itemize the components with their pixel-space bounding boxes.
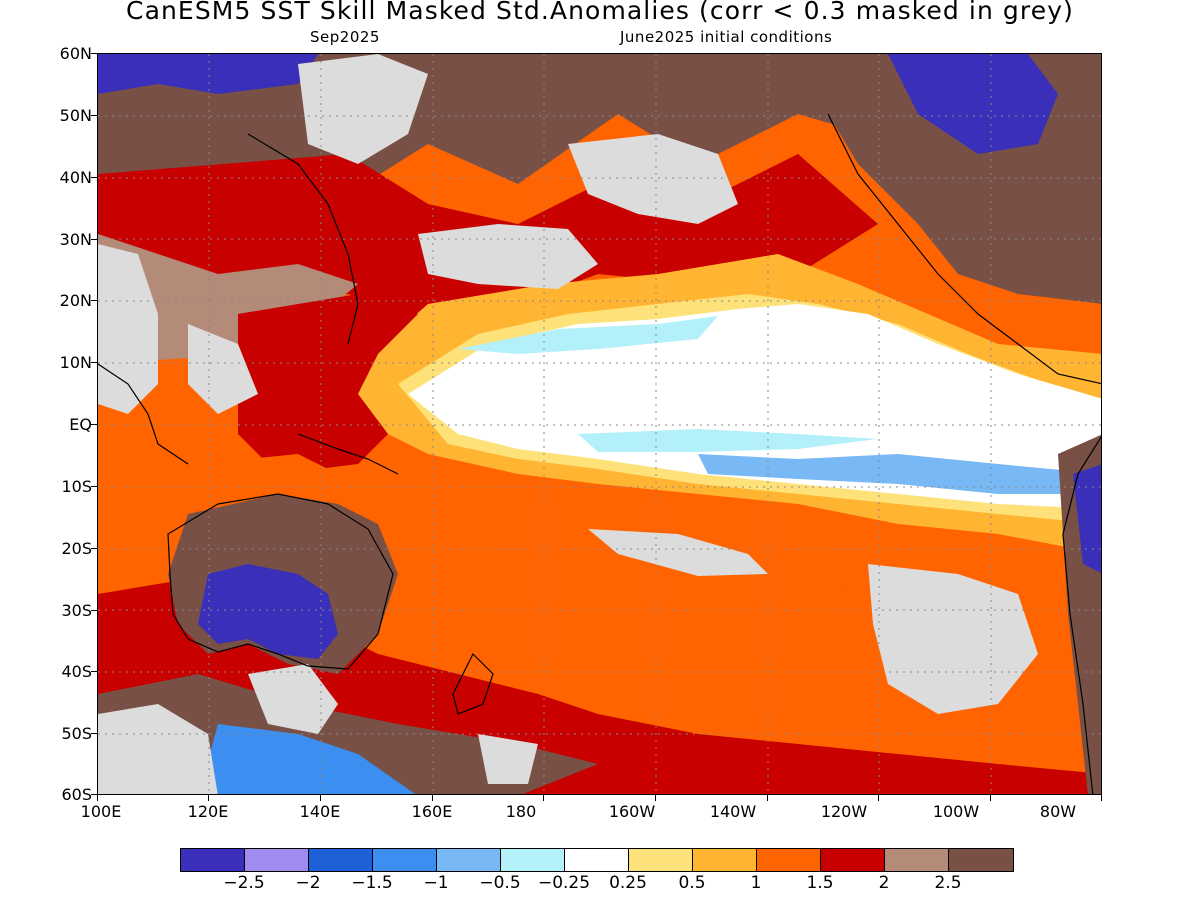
- x-tick-label: 120E: [187, 802, 229, 821]
- color-scale-swatch: [693, 849, 757, 871]
- y-tickmark: [91, 424, 97, 425]
- y-tickmark: [91, 53, 97, 54]
- color-scale-label: 0.25: [609, 873, 647, 893]
- color-scale-label: 2.5: [934, 873, 962, 893]
- color-scale-label: 1: [750, 873, 762, 893]
- field-southern-ocean-blue: [198, 724, 416, 794]
- y-tickmark: [91, 671, 97, 672]
- mask-philippines: [188, 324, 258, 414]
- color-scale-label: 0.5: [678, 873, 706, 893]
- y-tick-label: 50S: [61, 724, 92, 743]
- color-scale-swatch: [309, 849, 373, 871]
- y-tickmark: [91, 610, 97, 611]
- color-scale-label: −0.5: [479, 873, 521, 893]
- mask-japan-sea: [298, 54, 428, 164]
- south-america-blue: [1073, 464, 1101, 573]
- mask-southeast-pacific: [868, 564, 1038, 714]
- initial-conditions-label: June2025 initial conditions: [620, 28, 833, 46]
- color-scale-swatch: [181, 849, 245, 871]
- y-tickmark: [91, 733, 97, 734]
- x-tick-label: 160W: [608, 802, 656, 821]
- color-scale-swatch: [373, 849, 437, 871]
- y-tickmark: [91, 794, 97, 795]
- x-tick-label: 140W: [709, 802, 757, 821]
- y-tick-label: 20N: [59, 291, 92, 310]
- field-cyan-north-stripe: [458, 316, 718, 354]
- x-tick-label: 80W: [1039, 802, 1077, 821]
- color-scale-bar: [180, 848, 1014, 872]
- australia-blue-anomaly: [198, 564, 338, 659]
- y-tickmark: [91, 300, 97, 301]
- mask-south-of-australia: [248, 664, 338, 734]
- map-gridlines: [98, 54, 1101, 794]
- y-tickmark: [91, 239, 97, 240]
- x-tickmark: [1101, 795, 1102, 801]
- field-warm-pool-red: [238, 294, 418, 474]
- coastlines: [98, 113, 1101, 794]
- x-tickmark: [97, 795, 98, 801]
- color-scale-label: 2: [878, 873, 890, 893]
- x-tickmark: [432, 795, 433, 801]
- y-tick-label: 60S: [61, 785, 92, 804]
- color-scale-swatch: [885, 849, 949, 871]
- x-tickmark: [208, 795, 209, 801]
- x-tick-label: 160E: [411, 802, 453, 821]
- y-tick-label: 10N: [59, 353, 92, 372]
- asia-blue-anomaly: [98, 54, 318, 94]
- x-tick-label: 100W: [932, 802, 980, 821]
- color-scale-swatch: [245, 849, 309, 871]
- y-tick-label: 40S: [61, 662, 92, 681]
- color-scale-label: −2: [295, 873, 321, 893]
- map-canvas: [98, 54, 1101, 794]
- mask-southern-ocean-east: [478, 734, 538, 784]
- y-tick-label: EQ: [69, 415, 92, 434]
- color-scale-swatch: [949, 849, 1013, 871]
- y-tick-label: 50N: [59, 106, 92, 125]
- x-tick-label: 100E: [80, 802, 122, 821]
- x-tick-label: 180: [505, 802, 537, 821]
- color-scale-swatch: [501, 849, 565, 871]
- y-tick-label: 20S: [61, 539, 92, 558]
- x-tickmark: [543, 795, 544, 801]
- y-tick-label: 60N: [59, 44, 92, 63]
- mask-south-pacific-stripe: [588, 529, 768, 576]
- sst-anomaly-map: [97, 53, 1102, 795]
- field-cyan-equatorial-stripe: [578, 429, 878, 452]
- color-scale-label: 1.5: [806, 873, 834, 893]
- x-tickmark: [655, 795, 656, 801]
- field-blue-south-stripe: [698, 454, 1101, 494]
- forecast-month: Sep2025: [310, 28, 380, 46]
- color-scale-swatch: [437, 849, 501, 871]
- color-scale-label: −1: [423, 873, 449, 893]
- color-scale-label: −0.25: [537, 873, 591, 893]
- x-tickmark: [767, 795, 768, 801]
- color-scale-swatch: [757, 849, 821, 871]
- color-scale-swatch: [821, 849, 885, 871]
- x-tick-label: 120W: [820, 802, 868, 821]
- mask-indochina: [98, 244, 158, 414]
- mask-southern-ocean-west: [98, 704, 218, 794]
- y-tickmark: [91, 115, 97, 116]
- y-tick-label: 40N: [59, 168, 92, 187]
- color-scale-swatch: [565, 849, 629, 871]
- y-tick-label: 10S: [61, 477, 92, 496]
- color-scale-label: −1.5: [351, 873, 393, 893]
- x-tickmark: [878, 795, 879, 801]
- north-america-blue-anomaly: [888, 54, 1058, 154]
- y-tickmark: [91, 177, 97, 178]
- map-title: CanESM5 SST Skill Masked Std.Anomalies (…: [126, 0, 1074, 25]
- mask-north-pacific-1: [568, 134, 738, 224]
- color-scale-label: −2.5: [223, 873, 265, 893]
- y-tickmark: [91, 548, 97, 549]
- y-tick-label: 30S: [61, 601, 92, 620]
- y-tick-label: 30N: [59, 230, 92, 249]
- y-tickmark: [91, 362, 97, 363]
- mask-north-pacific-2: [418, 224, 598, 289]
- x-tick-label: 140E: [299, 802, 341, 821]
- x-tickmark: [320, 795, 321, 801]
- x-tickmark: [990, 795, 991, 801]
- y-tickmark: [91, 486, 97, 487]
- color-scale-swatch: [629, 849, 693, 871]
